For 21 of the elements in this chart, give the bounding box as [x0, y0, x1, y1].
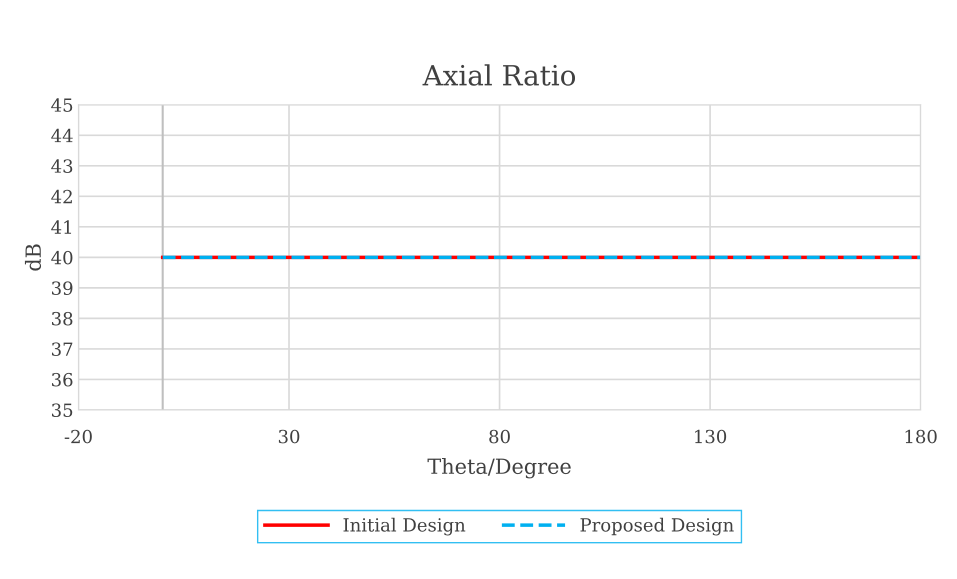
y-tick-label: 37 [52, 342, 72, 356]
x-tick-label: 30 [278, 430, 300, 444]
y-tick-label: 39 [52, 281, 72, 295]
y-tick-label: 45 [51, 98, 72, 112]
y-tick-label: 38 [52, 312, 72, 326]
x-axis-title: Theta/Degree [428, 458, 571, 478]
x-tick-label: 130 [695, 430, 726, 444]
legend-label: Proposed Design [580, 518, 734, 536]
x-tick-label: -20 [64, 430, 92, 444]
y-tick-label: 41 [51, 220, 72, 234]
y-tick-label: 40 [51, 250, 72, 264]
chart-title: Axial Ratio [422, 64, 576, 86]
y-tick-label: 44 [51, 128, 73, 142]
y-tick-label: 42 [51, 190, 72, 204]
y-tick-label: 35 [52, 403, 72, 418]
legend-label: Initial Design [344, 518, 466, 536]
x-tick-label: 180 [906, 430, 937, 444]
x-tick-label: 80 [489, 430, 510, 444]
y-axis-title: dB [24, 244, 42, 271]
y-tick-label: 43 [51, 159, 72, 173]
y-tick-label: 36 [52, 372, 72, 387]
